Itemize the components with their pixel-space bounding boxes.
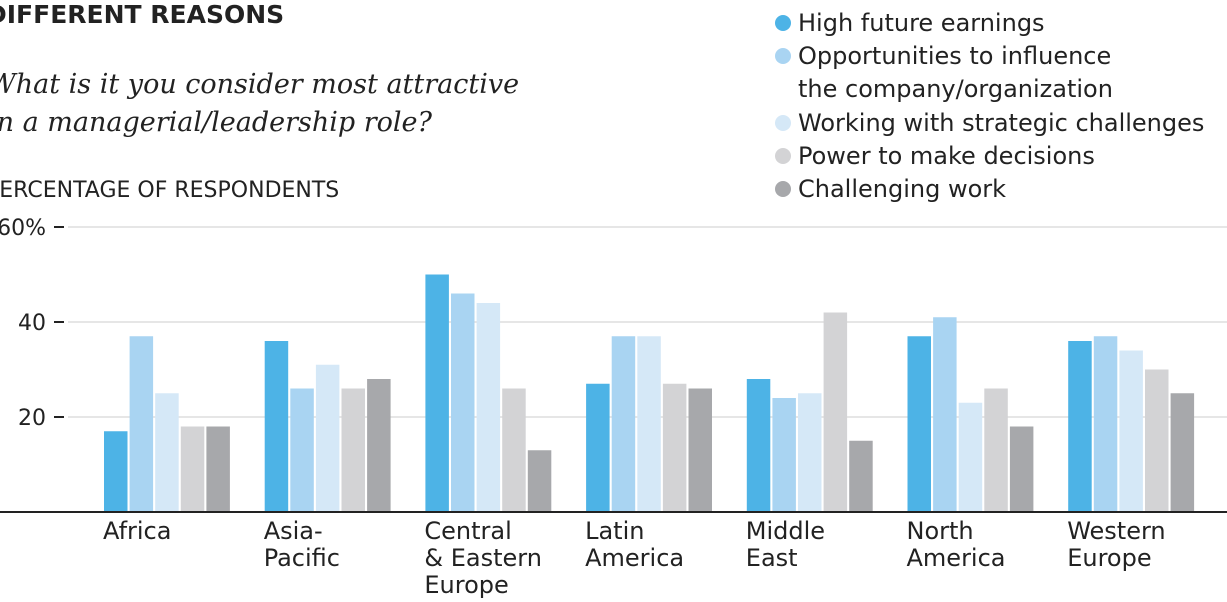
bar xyxy=(586,383,610,512)
legend-marker xyxy=(775,48,791,64)
x-tick-label: Central & Eastern Europe xyxy=(424,517,542,599)
bar xyxy=(933,317,957,512)
bar xyxy=(823,312,848,512)
bar xyxy=(290,388,314,512)
bar xyxy=(425,274,449,512)
x-tick-label: North America xyxy=(906,517,1006,572)
x-tick-label: Africa xyxy=(103,517,172,545)
bar xyxy=(1170,393,1195,512)
legend-marker xyxy=(775,115,791,131)
bar xyxy=(104,431,128,512)
bar xyxy=(1093,336,1118,512)
legend-label: High future earnings xyxy=(798,9,1045,37)
bar xyxy=(527,450,552,512)
bar xyxy=(772,398,796,512)
bar xyxy=(367,379,391,512)
bar xyxy=(984,388,1008,512)
bar xyxy=(798,393,822,512)
bar xyxy=(1145,369,1169,512)
bar xyxy=(341,388,365,512)
legend-marker xyxy=(775,181,791,197)
legend-label: Challenging work xyxy=(798,175,1007,203)
x-tick-label: Western Europe xyxy=(1067,517,1166,572)
bar xyxy=(206,426,230,512)
legend-marker xyxy=(775,148,791,164)
legend-marker xyxy=(775,15,791,31)
bar xyxy=(1068,341,1092,512)
chart-title: DIFFERENT REASONS xyxy=(0,0,285,29)
x-tick-label: Middle East xyxy=(745,517,826,572)
legend-label: Working with strategic challenges xyxy=(798,109,1205,137)
bar xyxy=(1119,350,1143,512)
bar xyxy=(1009,426,1034,512)
bar xyxy=(849,440,873,512)
bar xyxy=(264,341,289,512)
bar xyxy=(611,336,636,512)
bar xyxy=(688,388,712,512)
x-tick-label: Asia- Pacific xyxy=(263,517,340,572)
bar xyxy=(476,303,501,512)
x-tick-label: Latin America xyxy=(585,517,685,572)
bar xyxy=(180,426,205,512)
legend-label: Opportunities to influence the company/o… xyxy=(798,42,1113,103)
bar xyxy=(907,336,931,512)
bar xyxy=(662,383,687,512)
bar xyxy=(129,336,154,512)
y-tick-label: 40 xyxy=(18,311,46,336)
bar xyxy=(958,402,983,512)
bar xyxy=(155,393,179,512)
bar xyxy=(502,388,526,512)
subtitle: What is it you consider most attractive … xyxy=(0,69,520,138)
bar xyxy=(315,364,340,512)
y-axis-label: PERCENTAGE OF RESPONDENTS xyxy=(0,178,340,203)
bar xyxy=(451,293,475,512)
y-tick-label: 20 xyxy=(18,406,46,431)
bar xyxy=(637,336,661,512)
y-tick-label: 60% xyxy=(0,216,46,241)
bar xyxy=(746,379,771,512)
legend-label: Power to make decisions xyxy=(798,142,1095,170)
